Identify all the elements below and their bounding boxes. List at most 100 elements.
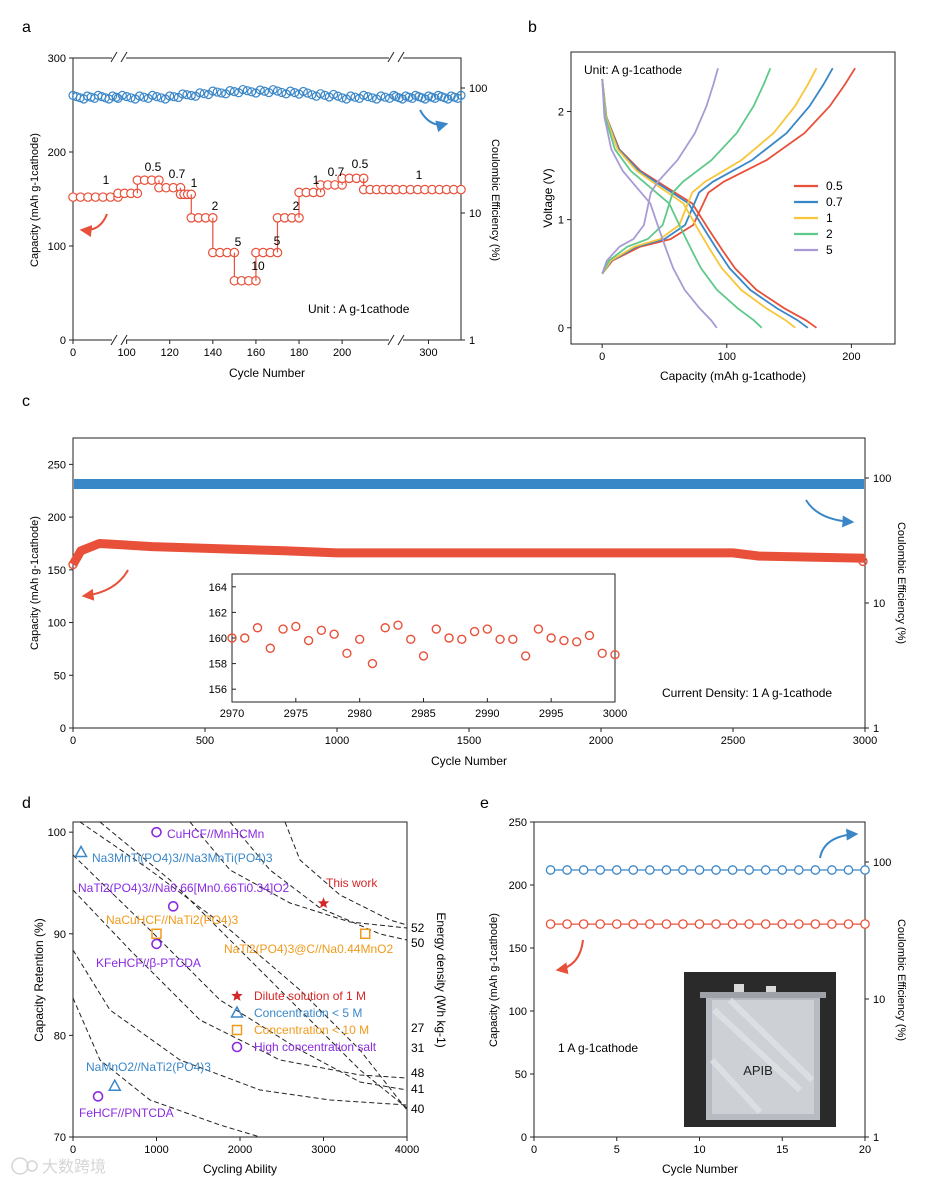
panel-b-legend-label: 0.7 xyxy=(826,195,843,209)
panel-a-ce-point xyxy=(315,89,326,99)
panel-a-rate-label: 0.7 xyxy=(328,165,345,179)
panel-a-ce-point xyxy=(430,93,440,104)
panel-e-ylabel-right: Coulombic Efficiency (%) xyxy=(895,919,907,1041)
panel-a-ce-point xyxy=(420,94,430,104)
panel-c-inset-point xyxy=(316,625,327,636)
panel-b-x-tick-label: 100 xyxy=(718,351,736,363)
panel-c-inset-point xyxy=(559,635,569,646)
panel-a-ce-point xyxy=(247,87,257,97)
panel-a-ce-point xyxy=(456,90,466,101)
panel-a-ce-point xyxy=(453,93,463,104)
panel-e-ce-point xyxy=(727,865,738,875)
panel-c-inset-point xyxy=(393,620,403,630)
panel-d-point-marker xyxy=(151,928,162,940)
panel-b-legend-label: 2 xyxy=(826,227,833,241)
panel-c-inset-point xyxy=(265,643,275,653)
panel-d-frame xyxy=(72,821,408,1138)
panel-a-y-tick-label: 0 xyxy=(60,335,66,347)
panel-c-inset-point xyxy=(533,624,544,634)
panel-a-capacity-series xyxy=(68,173,466,286)
panel-c-inset-y-tick-label: 162 xyxy=(209,607,227,619)
panel-d-legend: Dilute solution of 1 M Concentration < 5 … xyxy=(230,989,377,1054)
panel-a-ce-point xyxy=(259,86,270,96)
panel-a-ce-point xyxy=(208,86,218,96)
panel-e-x-tick-label: 15 xyxy=(776,1144,788,1156)
panel-d-y-tick-label: 80 xyxy=(54,1030,66,1042)
panel-a-ce-point xyxy=(111,92,121,102)
panel-a-ce-arrow xyxy=(419,109,449,133)
panel-d-legend-label: Concentration < 10 M xyxy=(254,1023,369,1037)
panel-b-y-tick-label: 2 xyxy=(558,106,564,118)
panel-a-axes: 0 100 120 140 160 180 200 300 0 100 200 300 1 10 100 xyxy=(48,53,488,359)
panel-e-capacity-point xyxy=(562,919,572,929)
panel-a-ce-point xyxy=(376,91,386,101)
panel-a-ce-point xyxy=(350,92,360,102)
panel-a-rate-label: 1 xyxy=(103,173,110,187)
panel-a-x-tick-label: 180 xyxy=(290,347,308,359)
panel-d-isoline xyxy=(229,821,408,941)
panel-a-ce-point xyxy=(139,92,149,102)
panel-c-inset-x-tick-label: 2990 xyxy=(475,708,499,720)
panel-b-unit-note: Unit: A g-1cathode xyxy=(584,63,682,77)
panel-a-y-right-tick-label: 100 xyxy=(469,83,487,95)
panel-d-legend-label: High concentration salt xyxy=(254,1040,377,1054)
panel-b-xlabel: Capacity (mAh g-1cathode) xyxy=(660,369,806,383)
panel-e-capacity-point xyxy=(760,919,771,929)
panel-c: c 0 500 1000 1500 2000 2500 3000 0 50 100 150 200 25… xyxy=(22,393,907,768)
panel-d-isoline xyxy=(189,821,408,929)
panel-b-x-tick-label: 0 xyxy=(599,351,605,363)
pouch-cell-photo: APIB xyxy=(684,972,836,1127)
panel-a-ce-point xyxy=(272,86,283,96)
panel-e-capacity-point xyxy=(678,919,688,929)
panel-e-ce-point xyxy=(843,865,854,875)
panel-c-x-tick-label: 500 xyxy=(196,735,214,747)
panel-b-charge-curve xyxy=(601,67,834,275)
panel-b-legend-label: 0.5 xyxy=(826,179,843,193)
panel-e-ce-point xyxy=(860,865,870,875)
panel-e-x-tick-label: 5 xyxy=(614,1144,620,1156)
panel-d-label: d xyxy=(22,795,31,812)
panel-b: b 0 100 200 0 1 2 0.5 0.7 1 2 5 Unit: A g-1cathod… xyxy=(528,19,896,383)
panel-e-ce-point xyxy=(793,865,804,875)
panel-a-ce-point xyxy=(122,91,132,102)
panel-d-point-marker xyxy=(151,938,162,950)
panel-d-point-label: NaCuHCF//NaTi2(PO4)3 xyxy=(106,913,239,927)
watermark-text: 大数跨境 xyxy=(42,1157,106,1176)
panel-b-charge-curve xyxy=(601,67,856,275)
pouch-cell-label: APIB xyxy=(743,1063,773,1078)
panel-d-point-label: Na3MnTi(PO4)3//Na3MnTi(PO4)3 xyxy=(92,851,273,865)
panel-a-ce-point xyxy=(328,89,339,100)
panel-d-energy-label: 40 xyxy=(411,1102,425,1116)
panel-e-series xyxy=(545,865,870,929)
panel-e-ce-point xyxy=(562,865,572,875)
panel-e-ce-arrow xyxy=(819,828,859,859)
panel-b-axes: 0 100 200 0 1 2 xyxy=(558,106,861,363)
panel-e-ce-point xyxy=(810,865,821,875)
panel-e-capacity-point xyxy=(628,919,639,929)
panel-d-point-marker xyxy=(231,1024,243,1036)
panel-a-rate-label: 0.7 xyxy=(169,167,186,181)
panel-b-y-tick-label: 0 xyxy=(558,323,564,335)
panel-c-ylabel: Capacity (mAh g-1cathode) xyxy=(29,516,41,650)
panel-d-point-marker xyxy=(231,1041,243,1053)
panel-a-ce-point xyxy=(389,90,399,101)
panel-e-ce-point xyxy=(595,865,606,875)
panel-d-x-tick-label: 0 xyxy=(70,1144,76,1156)
panel-d-y-tick-label: 100 xyxy=(48,827,66,839)
panel-e-capacity-arrow xyxy=(555,939,584,975)
panel-d-isoline xyxy=(72,889,408,1079)
panel-a-ce-point xyxy=(152,91,162,102)
panel-e-capacity-point xyxy=(578,919,589,929)
panel-c-x-tick-label: 3000 xyxy=(853,735,877,747)
panel-a-y-right-tick-label: 10 xyxy=(469,208,481,220)
panel-c-inset-x-tick-label: 2980 xyxy=(347,708,371,720)
panel-d-isoline xyxy=(72,854,408,1091)
panel-c-inset-x-tick-label: 2970 xyxy=(220,708,244,720)
panel-d-x-tick-label: 4000 xyxy=(395,1144,419,1156)
panel-c-inset-point xyxy=(508,634,518,644)
panel-d-point-marker xyxy=(151,826,162,838)
panel-c-capacity-point xyxy=(68,559,78,570)
panel-c-ylabel-right: Coulombic Efficiency (%) xyxy=(895,522,907,644)
panel-c-y-tick-label: 250 xyxy=(48,459,66,471)
panel-e-capacity-point xyxy=(727,919,738,929)
